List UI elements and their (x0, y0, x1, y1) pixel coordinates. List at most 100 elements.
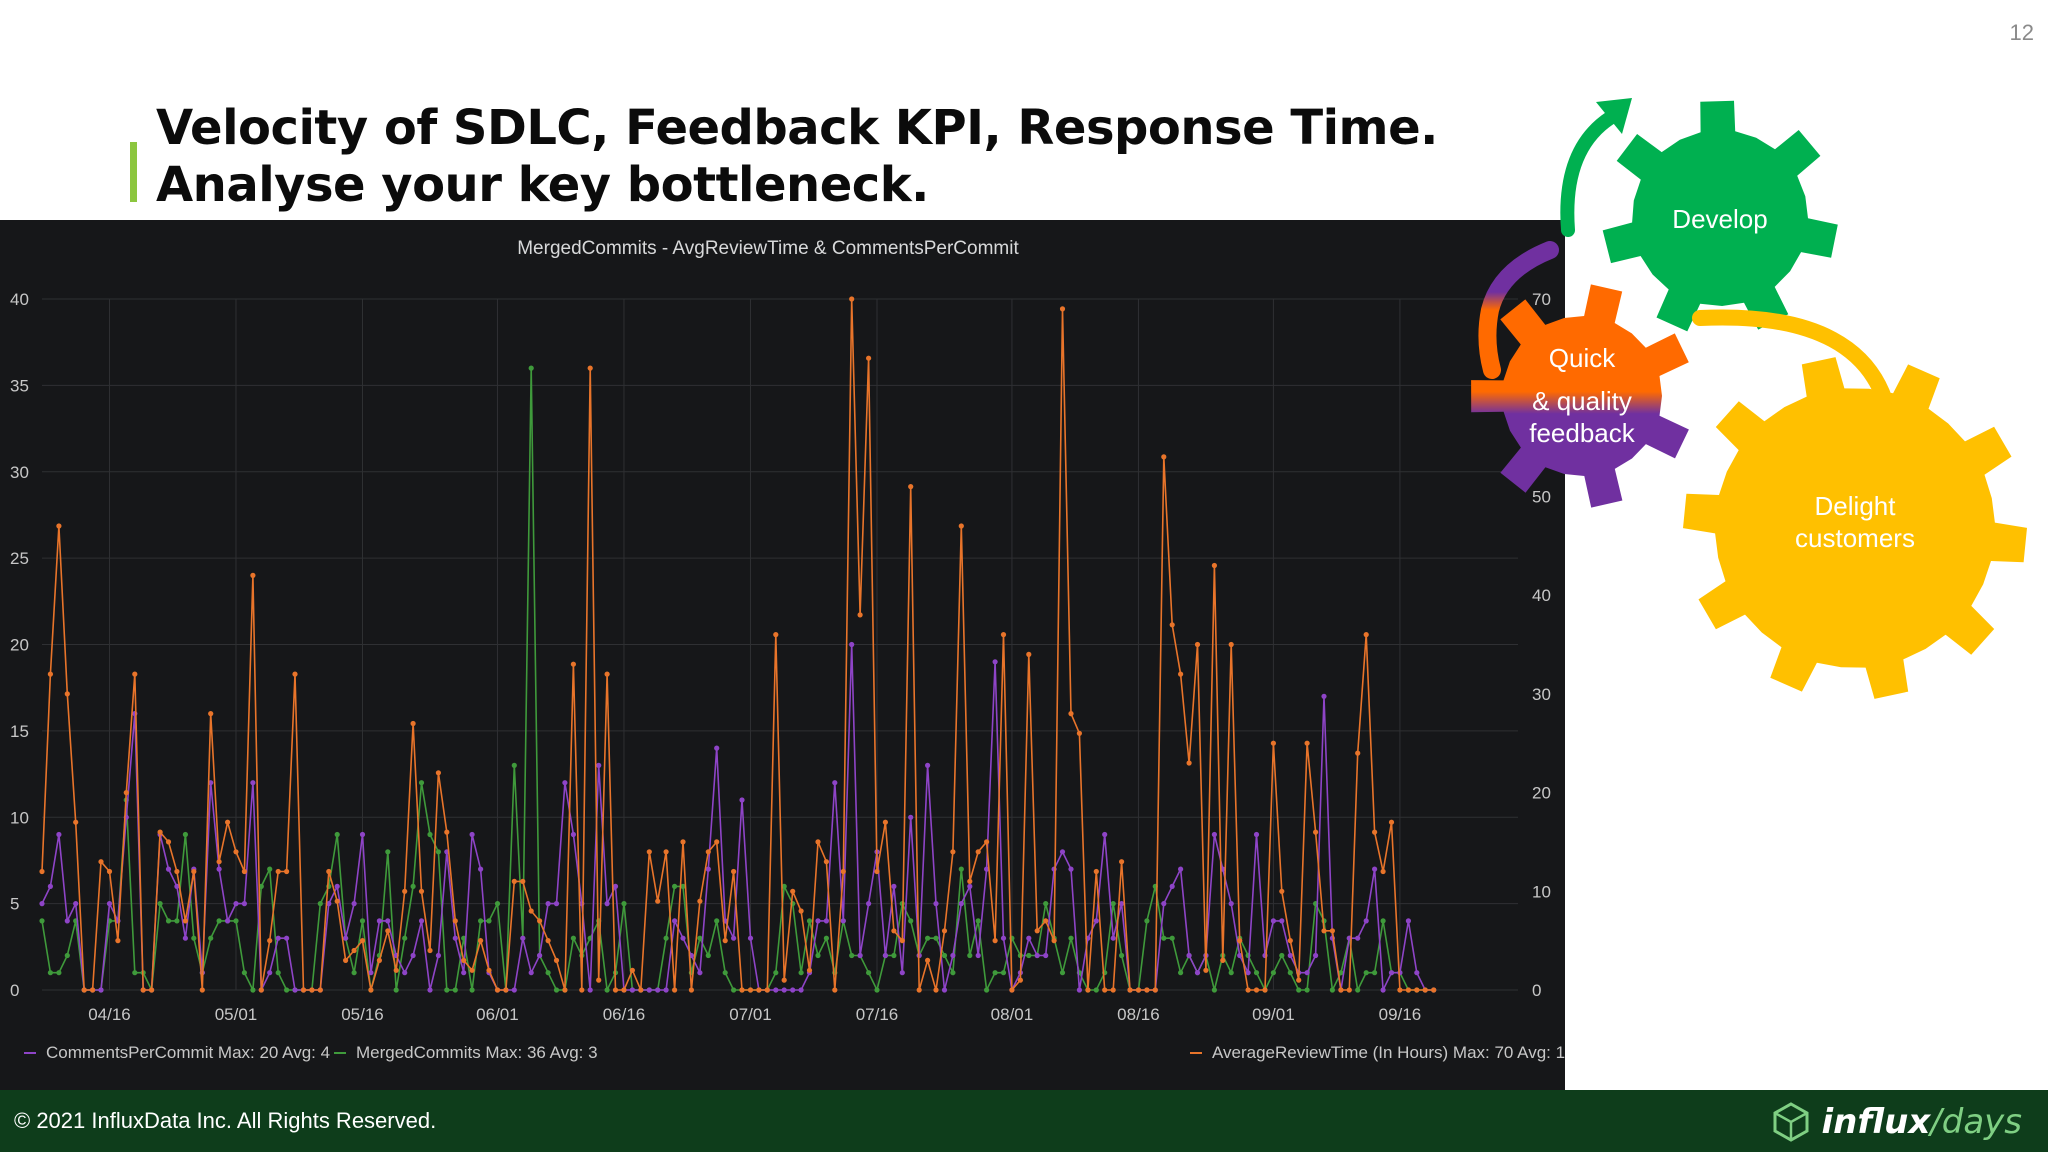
slide-title: Velocity of SDLC, Feedback KPI, Response… (156, 100, 1438, 214)
data-point-2 (1085, 987, 1091, 993)
data-point-1 (452, 987, 458, 993)
data-point-0 (1414, 970, 1420, 976)
data-point-0 (958, 901, 964, 907)
data-point-2 (1009, 987, 1015, 993)
logo-main: influx (1821, 1102, 1931, 1142)
sdlc-gears-diagram: Develop Delight customers Quick & qualit… (1471, 98, 2027, 699)
data-point-1 (47, 970, 54, 976)
data-point-2 (1144, 987, 1150, 993)
y-left-tick-label: 25 (10, 549, 29, 568)
data-point-1 (528, 365, 534, 371)
data-point-2 (705, 849, 711, 855)
data-point-1 (621, 901, 627, 907)
data-point-2 (857, 612, 863, 618)
data-point-1 (992, 970, 998, 976)
data-point-0 (1287, 952, 1293, 959)
data-point-2 (478, 938, 484, 944)
data-point-1 (494, 901, 501, 907)
data-point-2 (612, 987, 619, 993)
data-point-0 (739, 797, 745, 803)
data-point-0 (882, 952, 889, 959)
data-point-1 (393, 987, 399, 993)
data-point-0 (1068, 866, 1074, 872)
data-point-2 (410, 720, 416, 727)
data-point-0 (511, 987, 517, 993)
influx-cube-icon (1773, 1102, 1809, 1142)
data-point-2 (1279, 888, 1285, 894)
data-point-2 (840, 868, 846, 875)
data-point-2 (975, 849, 981, 855)
data-point-2 (208, 711, 214, 717)
data-point-0 (672, 918, 678, 924)
data-point-1 (418, 780, 425, 786)
data-point-2 (739, 987, 745, 993)
slide-title-line2: Analyse your key bottleneck. (156, 157, 929, 213)
data-point-0 (418, 918, 425, 924)
data-point-1 (1338, 970, 1344, 976)
data-point-0 (1253, 831, 1260, 838)
data-point-0 (1388, 970, 1395, 976)
data-point-0 (64, 918, 70, 924)
data-point-2 (123, 790, 129, 796)
data-point-1 (1026, 952, 1032, 959)
data-point-2 (309, 987, 315, 993)
data-point-2 (798, 908, 804, 914)
data-point-2 (275, 868, 281, 875)
data-point-1 (815, 952, 821, 959)
data-point-2 (1059, 306, 1066, 312)
chart-title: MergedCommits - AvgReviewTime & Comments… (517, 238, 1019, 259)
data-point-2 (764, 987, 770, 993)
data-point-1 (925, 935, 931, 941)
data-point-2 (714, 839, 720, 845)
data-point-0 (891, 883, 897, 890)
data-point-1 (570, 935, 577, 941)
data-point-0 (1355, 935, 1361, 941)
data-point-2 (1068, 711, 1074, 717)
data-point-0 (1186, 952, 1192, 959)
data-point-1 (1110, 901, 1116, 907)
data-point-2 (1346, 987, 1352, 993)
data-point-1 (663, 935, 669, 941)
data-point-0 (773, 987, 779, 993)
data-point-1 (731, 987, 737, 993)
data-point-0 (1279, 918, 1285, 924)
footer-copyright: © 2021 InfluxData Inc. All Rights Reserv… (14, 1108, 437, 1133)
data-point-0 (1313, 952, 1319, 959)
footer-logo: influx/days (1770, 1100, 2022, 1144)
data-point-1 (1287, 970, 1293, 976)
data-point-0 (545, 901, 551, 907)
data-point-1 (275, 970, 281, 976)
data-point-2 (958, 523, 964, 529)
data-point-1 (823, 935, 830, 941)
data-point-1 (191, 935, 197, 941)
data-point-2 (292, 671, 298, 677)
feedback-gear-label-line2: & quality (1532, 386, 1632, 416)
y-left-tick-label: 30 (10, 463, 29, 482)
data-point-1 (165, 918, 172, 924)
data-point-2 (1253, 987, 1260, 993)
data-point-2 (1220, 957, 1226, 964)
data-point-0 (933, 901, 939, 907)
data-point-1 (486, 918, 492, 924)
data-point-0 (452, 935, 458, 941)
data-point-0 (528, 970, 534, 976)
data-point-1 (1329, 987, 1335, 993)
data-point-2 (1338, 987, 1344, 993)
data-point-2 (317, 987, 323, 993)
data-point-0 (866, 901, 872, 907)
data-point-1 (444, 987, 450, 993)
data-point-2 (697, 898, 703, 904)
data-point-1 (714, 918, 720, 924)
data-point-0 (714, 745, 720, 751)
data-point-0 (832, 780, 838, 786)
data-point-0 (899, 970, 905, 976)
data-point-2 (899, 938, 905, 944)
data-point-1 (511, 762, 517, 769)
series-line-2 (41, 298, 1434, 993)
data-point-1 (697, 935, 703, 941)
data-point-2 (1313, 829, 1319, 835)
data-point-2 (149, 987, 155, 993)
data-point-2 (1355, 750, 1361, 756)
data-point-1 (950, 970, 956, 976)
data-point-1 (1000, 970, 1007, 976)
